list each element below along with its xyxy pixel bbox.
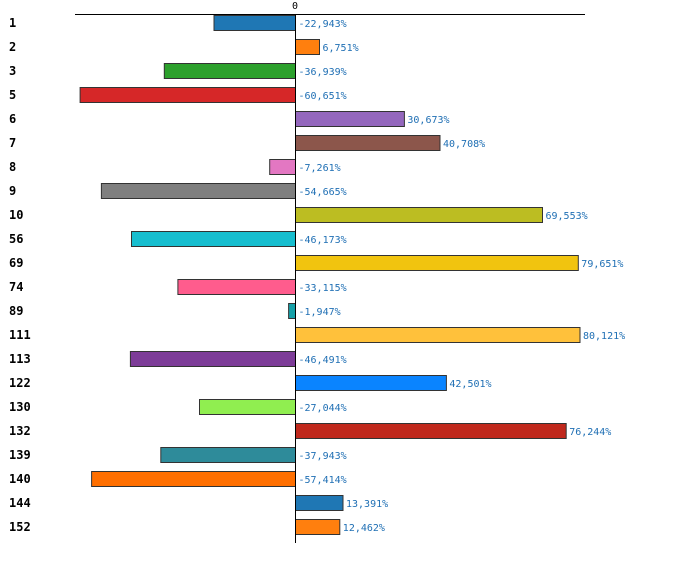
value-label-8: -7,261%	[299, 163, 341, 174]
value-label-9: -54,665%	[299, 187, 347, 198]
category-label-1: 1	[9, 16, 16, 30]
bar-140	[91, 471, 296, 487]
category-label-69: 69	[9, 256, 23, 270]
bar-139	[160, 447, 296, 463]
category-label-2: 2	[9, 40, 16, 54]
value-label-5: -60,651%	[299, 91, 347, 102]
category-label-56: 56	[9, 232, 23, 246]
bar-69	[295, 255, 579, 271]
category-label-132: 132	[9, 424, 31, 438]
category-label-144: 144	[9, 496, 31, 510]
value-label-2: 6,751%	[323, 43, 359, 54]
value-label-7: 40,708%	[443, 139, 485, 150]
value-label-144: 13,391%	[346, 499, 388, 510]
bar-113	[129, 351, 296, 367]
category-label-152: 152	[9, 520, 31, 534]
value-label-152: 12,462%	[343, 523, 385, 534]
value-label-56: -46,173%	[299, 235, 347, 246]
bar-8	[269, 159, 297, 175]
value-label-139: -37,943%	[299, 451, 347, 462]
value-label-111: 80,121%	[583, 331, 625, 342]
bar-2	[295, 39, 320, 55]
value-label-132: 76,244%	[569, 427, 611, 438]
value-label-122: 42,501%	[449, 379, 491, 390]
category-label-9: 9	[9, 184, 16, 198]
bar-144	[295, 495, 344, 511]
category-label-130: 130	[9, 400, 31, 414]
bar-111	[295, 327, 581, 343]
bar-3	[163, 63, 296, 79]
category-label-122: 122	[9, 376, 31, 390]
category-label-10: 10	[9, 208, 23, 222]
value-label-10: 69,553%	[546, 211, 588, 222]
bar-152	[295, 519, 341, 535]
value-label-130: -27,044%	[299, 403, 347, 414]
bar-1	[213, 15, 296, 31]
value-label-69: 79,651%	[581, 259, 623, 270]
bars-group	[79, 15, 581, 535]
bar-74	[177, 279, 296, 295]
bar-9	[100, 183, 297, 199]
category-label-111: 111	[9, 328, 31, 342]
zero-tick-label: 0	[292, 1, 298, 12]
bar-10	[295, 207, 543, 223]
value-label-89: -1,947%	[299, 307, 341, 318]
category-label-89: 89	[9, 304, 23, 318]
category-label-7: 7	[9, 136, 16, 150]
value-label-3: -36,939%	[299, 67, 347, 78]
bar-5	[79, 87, 296, 103]
category-label-74: 74	[9, 280, 23, 294]
category-label-140: 140	[9, 472, 31, 486]
bar-56	[131, 231, 296, 247]
bar-7	[295, 135, 441, 151]
value-labels-group: -22,943% 6,751% -36,939% -60,651% 30,673% 40,…	[299, 19, 626, 534]
value-label-140: -57,414%	[299, 475, 347, 486]
category-label-113: 113	[9, 352, 31, 366]
category-label-139: 139	[9, 448, 31, 462]
bar-89	[288, 303, 297, 319]
category-label-8: 8	[9, 160, 16, 174]
value-label-74: -33,115%	[299, 283, 347, 294]
category-label-3: 3	[9, 64, 16, 78]
bar-132	[295, 423, 567, 439]
bar-6	[295, 111, 405, 127]
bar-130	[199, 399, 296, 415]
value-label-6: 30,673%	[407, 115, 449, 126]
category-label-5: 5	[9, 88, 16, 102]
category-label-6: 6	[9, 112, 16, 126]
value-label-1: -22,943%	[299, 19, 347, 30]
bar-122	[295, 375, 447, 391]
category-labels-group: 1235678910566974891111131221301321391401…	[9, 16, 31, 534]
value-label-113: -46,491%	[299, 355, 347, 366]
